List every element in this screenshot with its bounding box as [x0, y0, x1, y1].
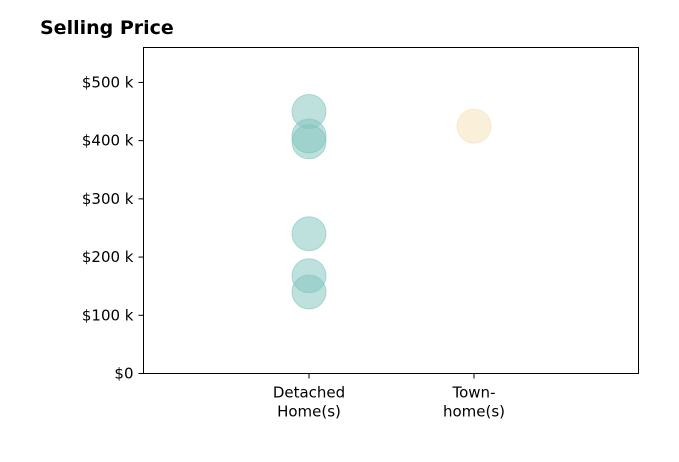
chart-title: Selling Price	[40, 17, 174, 39]
data-points	[291, 94, 492, 310]
y-tick-label: $100 k	[82, 306, 134, 324]
data-point	[291, 274, 327, 310]
plot-frame	[143, 47, 639, 374]
data-point	[456, 108, 492, 144]
x-tick-label: Detached Home(s)	[273, 384, 345, 421]
data-point	[291, 216, 327, 252]
x-axis: Detached Home(s) Town-home(s)	[273, 373, 505, 421]
y-tick-label: $300 k	[82, 190, 134, 208]
data-point	[291, 124, 327, 160]
x-tick-label: Town-home(s)	[443, 384, 505, 421]
y-axis: $0 $100 k $200 k $300 k $400 k $500 k	[82, 73, 144, 383]
y-tick-label: $0	[114, 365, 133, 383]
y-tick-label: $200 k	[82, 248, 134, 266]
y-tick-label: $400 k	[82, 132, 134, 150]
y-tick-label: $500 k	[82, 73, 134, 91]
